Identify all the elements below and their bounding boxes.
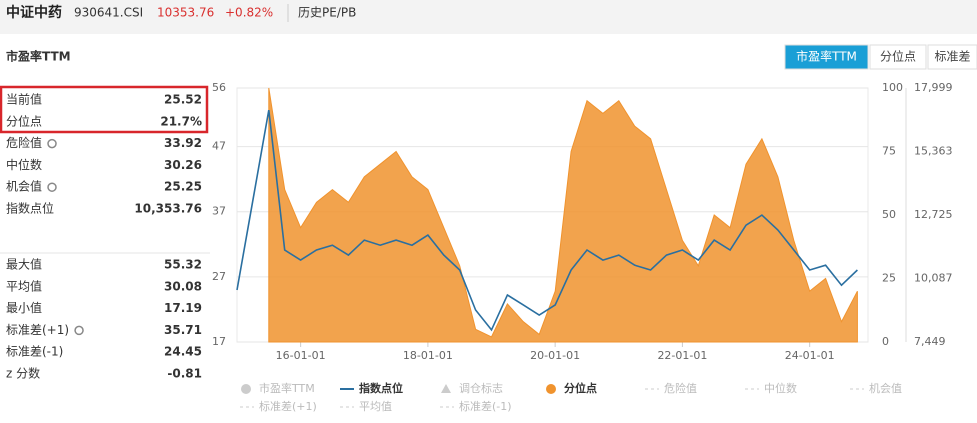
stat-value: 21.7% bbox=[160, 114, 202, 128]
legend-marker[interactable] bbox=[441, 384, 451, 393]
stat-label: 最小值 bbox=[6, 300, 42, 315]
panel-title: 市盈率TTM bbox=[6, 49, 71, 64]
stat-value: 30.08 bbox=[164, 279, 202, 293]
stat-value: 17.19 bbox=[164, 301, 202, 315]
header-tab[interactable]: 历史PE/PB bbox=[298, 6, 356, 20]
stat-label: 平均值 bbox=[6, 278, 42, 293]
stat-label: 当前值 bbox=[6, 92, 42, 107]
x-tick-label: 16-01-01 bbox=[276, 349, 326, 362]
index-code: 930641.CSI bbox=[74, 6, 143, 20]
settings-icon[interactable] bbox=[74, 325, 84, 336]
y3-tick-label: 12,725 bbox=[914, 208, 953, 221]
stat-value: 25.25 bbox=[164, 180, 202, 194]
tab-label[interactable]: 分位点 bbox=[880, 49, 916, 64]
x-tick-label: 24-01-01 bbox=[785, 349, 835, 362]
y2-tick-label: 50 bbox=[882, 208, 896, 221]
settings-icon[interactable] bbox=[47, 182, 57, 192]
stat-label: 最大值 bbox=[6, 257, 42, 272]
stat-value: 30.26 bbox=[164, 158, 202, 172]
x-tick-label: 20-01-01 bbox=[530, 349, 580, 362]
legend-label[interactable]: 调仓标志 bbox=[459, 381, 503, 395]
tab-label[interactable]: 标准差 bbox=[934, 50, 970, 64]
legend-marker[interactable] bbox=[241, 384, 251, 394]
stat-label: 指数点位 bbox=[6, 201, 54, 216]
stat-value: 10,353.76 bbox=[134, 202, 202, 216]
y2-tick-label: 25 bbox=[882, 272, 896, 285]
highlight-box bbox=[0, 85, 209, 134]
stat-label: z 分数 bbox=[6, 366, 40, 381]
y3-tick-label: 15,363 bbox=[914, 144, 953, 157]
tab[interactable] bbox=[927, 44, 977, 70]
legend-label[interactable]: 市盈率TTM bbox=[259, 381, 315, 395]
y3-tick-label: 10,087 bbox=[914, 271, 953, 284]
stat-label: 机会值 bbox=[6, 179, 42, 194]
settings-icon[interactable] bbox=[47, 138, 57, 149]
legend-label[interactable]: 标准差(+1) bbox=[259, 399, 317, 413]
tabs: 市盈率TTM 分位点 标准差 bbox=[784, 44, 977, 70]
stat-value: 33.92 bbox=[164, 136, 202, 150]
percentile-area bbox=[268, 87, 858, 343]
stat-value: 35.71 bbox=[164, 323, 202, 337]
legend-label[interactable]: 分位点 bbox=[564, 381, 597, 395]
legend-label[interactable]: 平均值 bbox=[359, 400, 392, 413]
stat-label: 分位点 bbox=[6, 113, 42, 128]
legend-marker[interactable] bbox=[546, 384, 556, 394]
index-change: +0.82% bbox=[225, 6, 273, 20]
y3-tick-label: 17,999 bbox=[914, 81, 953, 94]
plot: 17 27 37 47 56 0 25 50 75 100 7,449 10,087 12,725 15,… bbox=[212, 81, 953, 362]
y2-tick-label: 75 bbox=[882, 145, 896, 158]
legend-label[interactable]: 危险值 bbox=[664, 381, 697, 395]
legend-label[interactable]: 机会值 bbox=[869, 381, 902, 395]
stat-label: 危险值 bbox=[6, 135, 42, 150]
index-name: 中证中药 bbox=[6, 4, 62, 21]
y-tick-label: 17 bbox=[212, 335, 226, 348]
stat-value: -0.81 bbox=[167, 367, 202, 381]
legend-label[interactable]: 指数点位 bbox=[359, 381, 403, 395]
legend-label[interactable]: 标准差(-1) bbox=[459, 399, 512, 413]
y2-tick-label: 100 bbox=[882, 81, 903, 94]
legend-label[interactable]: 中位数 bbox=[764, 381, 797, 395]
y3-tick-label: 7,449 bbox=[914, 335, 946, 348]
stat-value: 24.45 bbox=[164, 345, 202, 359]
stat-label: 中位数 bbox=[6, 157, 42, 172]
y-tick-label: 27 bbox=[212, 270, 226, 283]
header-bar bbox=[0, 0, 977, 34]
stat-label: 标准差(-1) bbox=[6, 345, 63, 359]
y-tick-label: 37 bbox=[212, 205, 226, 218]
index-line bbox=[236, 109, 858, 332]
y-tick-label: 56 bbox=[212, 81, 226, 94]
y-tick-label: 47 bbox=[212, 140, 226, 153]
tab-label[interactable]: 市盈率TTM bbox=[796, 49, 857, 64]
stat-value: 55.32 bbox=[164, 258, 202, 272]
stat-value: 25.52 bbox=[164, 93, 202, 107]
x-tick-label: 22-01-01 bbox=[657, 349, 707, 362]
x-tick-label: 18-01-01 bbox=[403, 349, 453, 362]
tab[interactable] bbox=[784, 44, 869, 70]
stats: 当前值 25.52 分位点 21.7% 危险值 33.92 中位数 30.26 机会值 25.25… bbox=[0, 92, 210, 381]
stat-label: 标准差(+1) bbox=[6, 323, 69, 337]
y2-tick-label: 0 bbox=[882, 335, 889, 348]
index-price: 10353.76 bbox=[157, 6, 214, 20]
tab[interactable] bbox=[869, 44, 927, 70]
